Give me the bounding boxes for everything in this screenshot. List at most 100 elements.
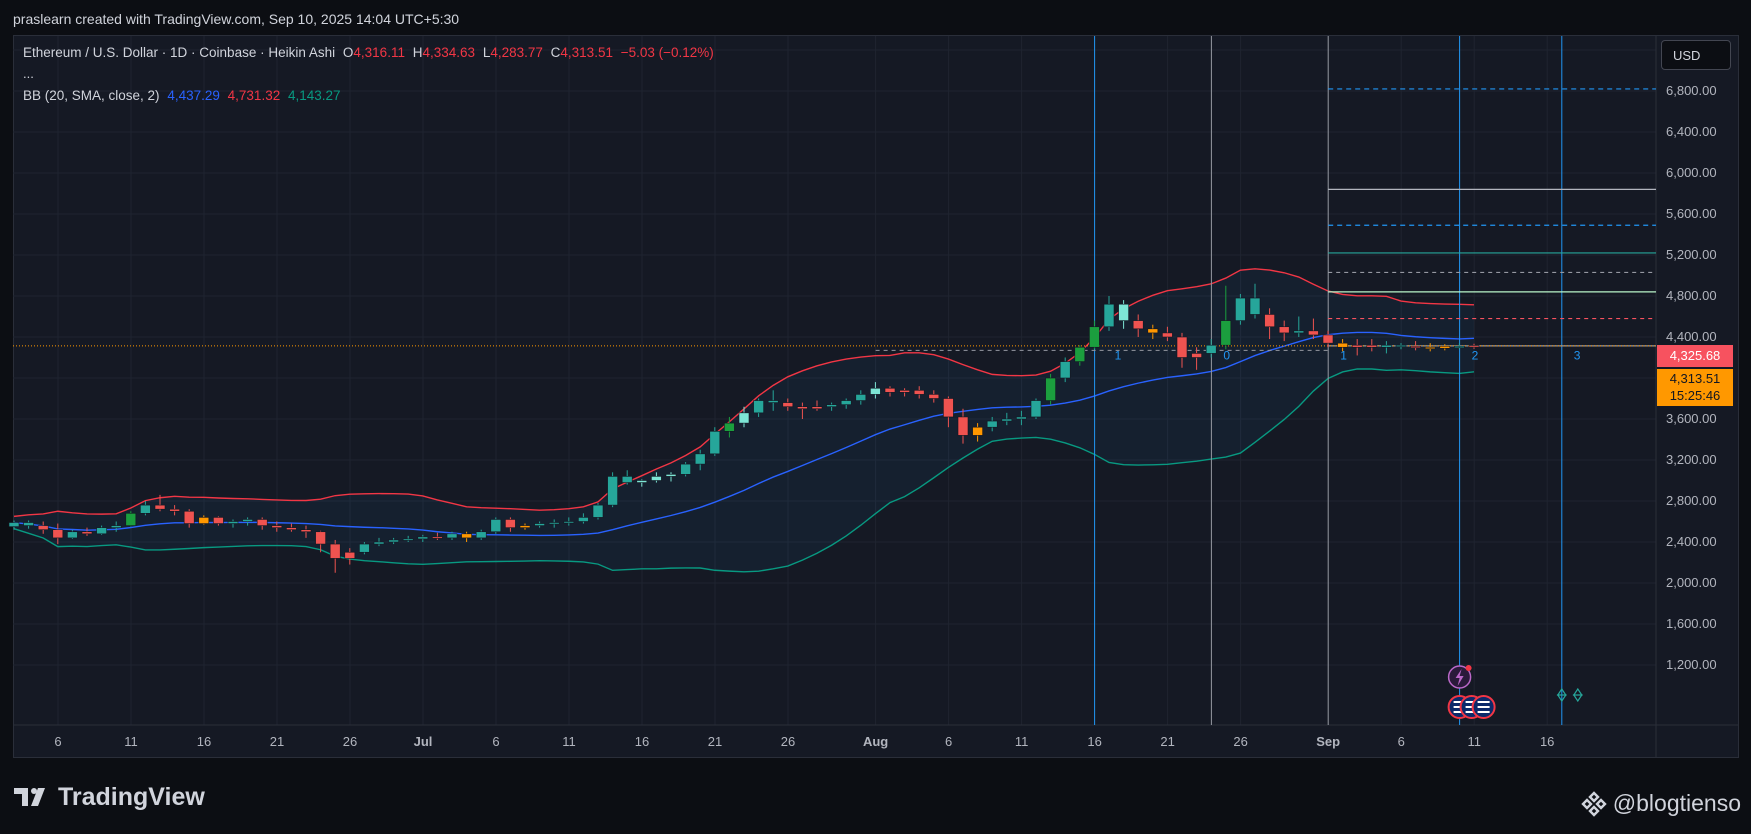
- y-tick-label: 5,200.00: [1666, 247, 1717, 262]
- split-event-icon: [1556, 687, 1583, 703]
- fib-time-zone-label: 1: [1340, 349, 1347, 363]
- candle-body: [1410, 345, 1421, 349]
- candle-body: [213, 517, 224, 524]
- event-dot-icon: [1465, 665, 1472, 671]
- y-tick-label: 3,200.00: [1666, 452, 1717, 467]
- candle-body: [636, 480, 648, 483]
- candle-body: [1468, 345, 1480, 348]
- candle-body: [986, 420, 998, 428]
- candle-body: [1220, 320, 1232, 346]
- x-tick-label: Sep: [1316, 734, 1340, 749]
- candle-body: [782, 402, 794, 408]
- change-value: −5.03 (−0.12%): [620, 45, 714, 60]
- last-price-value: 4,313.51: [1669, 371, 1721, 386]
- candle-body: [1132, 320, 1144, 330]
- candle-body: [870, 387, 881, 395]
- candle-body: [1191, 353, 1202, 358]
- tradingview-logo-text: TradingView: [58, 782, 205, 811]
- candle-body: [1278, 326, 1290, 334]
- candle-body: [1205, 344, 1217, 354]
- legend-more-button[interactable]: ...: [23, 66, 34, 81]
- bar-countdown: 15:25:46: [1669, 388, 1721, 403]
- candle-body: [592, 504, 604, 518]
- candle-body: [1103, 303, 1115, 328]
- y-tick-label: 1,200.00: [1666, 657, 1717, 672]
- candle-body: [1424, 346, 1436, 350]
- x-tick-label: 21: [270, 734, 284, 749]
- candle-body: [651, 476, 662, 481]
- candle-body: [1235, 297, 1246, 321]
- candle-body: [286, 527, 297, 531]
- candle-body: [37, 525, 49, 530]
- us-flag-stripe-icon: [1477, 711, 1490, 713]
- candle-body: [256, 519, 268, 526]
- y-tick-label: 4,800.00: [1666, 288, 1717, 303]
- candle-body: [753, 400, 764, 414]
- candle-body: [1366, 344, 1378, 348]
- candle-body: [1016, 416, 1027, 420]
- y-tick-label: 4,400.00: [1666, 329, 1717, 344]
- y-tick-label: 3,600.00: [1666, 411, 1717, 426]
- candle-body: [855, 394, 867, 401]
- candle-body: [1147, 328, 1159, 334]
- bb-lower-line: [13, 368, 1475, 573]
- candle-body: [417, 536, 429, 540]
- candle-body: [913, 389, 925, 395]
- currency-button[interactable]: USD: [1661, 40, 1731, 70]
- candle-body: [724, 422, 735, 432]
- close-value: 4,313.51: [560, 45, 613, 60]
- x-tick-label: 11: [562, 734, 576, 749]
- chart-header: praslearn created with TradingView.com, …: [13, 11, 460, 27]
- bb-basis-value: 4,437.29: [167, 88, 220, 103]
- open-label: O: [342, 45, 354, 60]
- candle-body: [840, 400, 852, 405]
- lightning-bolt-icon: [1455, 669, 1464, 686]
- x-tick-label: 16: [635, 734, 649, 749]
- candle-body: [519, 525, 531, 528]
- candle-body: [972, 426, 983, 436]
- tradingview-logo[interactable]: TradingView: [14, 782, 205, 812]
- candle-body: [899, 389, 910, 393]
- candle-body: [67, 531, 78, 539]
- candle-body: [709, 430, 721, 455]
- x-tick-label: 11: [1015, 734, 1029, 749]
- x-tick-label: 26: [1233, 734, 1247, 749]
- candle-body: [271, 525, 283, 528]
- bb-lower-value: 4,143.27: [287, 88, 341, 103]
- candle-body: [8, 522, 20, 527]
- upper-price-label: 4,325.68: [1657, 345, 1733, 367]
- candle-body: [943, 398, 954, 418]
- y-tick-label: 2,400.00: [1666, 534, 1717, 549]
- candle-body: [1264, 314, 1275, 328]
- candle-body: [169, 508, 180, 512]
- candle-body: [373, 541, 385, 545]
- symbol-name[interactable]: Ethereum / U.S. Dollar · 1D · Coinbase ·…: [23, 45, 336, 60]
- symbol-legend[interactable]: Ethereum / U.S. Dollar · 1D · Coinbase ·…: [23, 45, 718, 60]
- bb-legend[interactable]: BB (20, SMA, close, 2) 4,437.29 4,731.32…: [23, 88, 345, 103]
- candle-body: [665, 474, 677, 477]
- bb-name[interactable]: BB (20, SMA, close, 2): [23, 88, 160, 103]
- fib-time-zone-label: 0: [1223, 349, 1230, 363]
- x-tick-label: Jul: [414, 734, 433, 749]
- y-tick-label: 6,000.00: [1666, 165, 1717, 180]
- x-tick-label: 21: [708, 734, 722, 749]
- candle-body: [140, 504, 151, 514]
- candle-body: [1001, 418, 1013, 422]
- x-tick-label: 6: [492, 734, 499, 749]
- x-tick-label: Aug: [863, 734, 888, 749]
- candle-body: [329, 543, 341, 559]
- candle-body: [694, 453, 706, 465]
- candle-body: [490, 519, 502, 533]
- us-flag-stripe-icon: [1465, 701, 1478, 703]
- candle-body: [432, 536, 443, 539]
- x-tick-label: 16: [1087, 734, 1101, 749]
- candle-body: [607, 476, 618, 506]
- candle-body: [402, 538, 414, 541]
- candle-body: [344, 551, 356, 559]
- us-flag-stripe-icon: [1465, 711, 1478, 713]
- x-tick-label: 16: [1540, 734, 1554, 749]
- candle-body: [1293, 330, 1305, 334]
- x-tick-label: 21: [1160, 734, 1174, 749]
- tradingview-logo-icon: [14, 788, 45, 806]
